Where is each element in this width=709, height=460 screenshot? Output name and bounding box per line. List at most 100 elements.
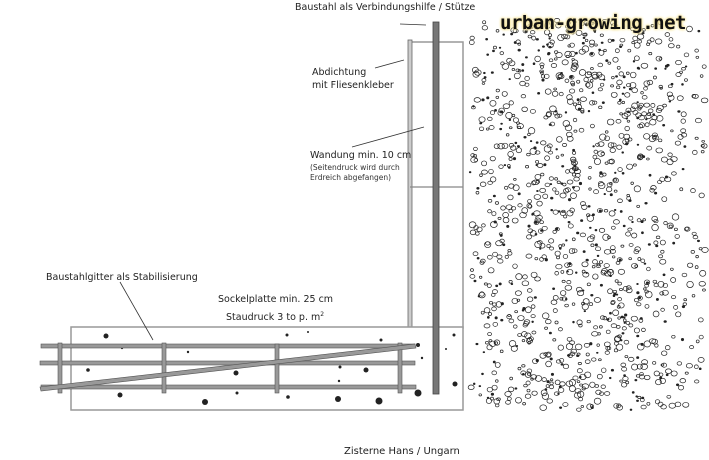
gravel-stone — [607, 288, 613, 295]
gravel-stone — [521, 69, 525, 72]
gravel-stone — [627, 110, 630, 113]
gravel-stone — [526, 368, 533, 374]
gravel-stone — [519, 211, 527, 219]
gravel-stone — [699, 74, 704, 78]
gravel-stone — [684, 78, 688, 82]
gravel-stone — [649, 119, 657, 126]
gravel-stone — [550, 63, 557, 68]
gravel-stone — [497, 216, 502, 220]
gravel-stone — [482, 20, 487, 25]
gravel-stone — [571, 302, 576, 306]
gravel-stone — [666, 63, 670, 67]
gravel-stone — [553, 18, 561, 23]
gravel-stone — [616, 305, 621, 309]
gravel-stone — [693, 364, 699, 369]
gravel-stone — [578, 69, 587, 76]
aggregate-dot — [117, 392, 123, 398]
gravel-stone — [561, 33, 568, 39]
gravel-stone — [607, 269, 615, 276]
gravel-stone — [650, 103, 656, 108]
gravel-stone — [572, 320, 575, 324]
gravel-stone — [475, 191, 480, 195]
gravel-stone — [584, 359, 591, 364]
gravel-stone — [501, 63, 510, 70]
aggregate-dot — [307, 331, 309, 333]
gravel-stone — [637, 343, 645, 351]
gravel-stone — [515, 147, 522, 154]
gravel-stone — [582, 298, 590, 305]
gravel-stone — [501, 142, 509, 149]
gravel-stone — [591, 265, 596, 269]
gravel-stone — [509, 376, 513, 381]
gravel-stone — [542, 193, 549, 199]
gravel-stone — [600, 315, 606, 320]
gravel-stone — [555, 52, 563, 58]
logo[interactable]: urban-growing.net — [500, 12, 686, 34]
gravel-stone — [636, 334, 640, 338]
gravel-stone — [624, 313, 628, 317]
gravel-stone — [589, 381, 596, 388]
gravel-stone — [539, 247, 542, 250]
gravel-stone — [700, 150, 705, 154]
gravel-stone — [656, 115, 664, 122]
gravel-stone — [542, 312, 550, 320]
gravel-stone — [603, 193, 606, 196]
gravel-stone — [597, 141, 605, 147]
gravel-stone — [691, 231, 697, 236]
gravel-stone — [609, 193, 613, 197]
gravel-stone — [566, 268, 574, 276]
gravel-stone — [529, 140, 533, 143]
gravel-stone — [523, 383, 528, 388]
gravel-stone — [622, 75, 626, 79]
gravel-stone — [558, 244, 563, 248]
gravel-stone — [579, 373, 587, 380]
gravel-stone — [545, 351, 552, 358]
gravel-stone — [513, 72, 521, 80]
gravel-stone — [596, 343, 600, 347]
gravel-stone — [569, 50, 576, 58]
gravel-stone — [479, 173, 483, 177]
gravel-stone — [657, 180, 663, 184]
gravel-stone — [507, 396, 512, 401]
gravel-stone — [677, 134, 684, 140]
gravel-stone — [535, 38, 539, 41]
gravel-stone — [646, 79, 654, 86]
gravel-stone — [655, 107, 662, 114]
gravel-stone — [541, 20, 544, 23]
gravel-stone — [481, 25, 488, 31]
gravel-stone — [522, 402, 526, 406]
gravel-stone — [534, 241, 542, 248]
gravel-stone — [557, 113, 563, 118]
gravel-stone — [646, 145, 653, 151]
gravel-stone — [609, 182, 613, 186]
gravel-stone — [583, 77, 589, 83]
gravel-stone — [506, 224, 510, 228]
aggregate-dot — [286, 395, 290, 399]
gravel-stone — [571, 31, 575, 35]
gravel-stone — [470, 268, 474, 272]
gravel-stone — [593, 149, 598, 154]
gravel-stone — [554, 320, 559, 325]
gravel-stone — [576, 231, 580, 235]
gravel-stone — [631, 220, 634, 224]
gravel-stone — [483, 71, 486, 75]
gravel-stone — [633, 297, 640, 303]
gravel-stone — [675, 59, 682, 66]
gravel-stone — [589, 100, 595, 106]
gravel-stone — [606, 118, 615, 126]
gravel-stone — [649, 37, 655, 43]
gravel-stone — [580, 405, 585, 408]
gravel-stone — [548, 176, 554, 181]
gravel-stone — [529, 30, 536, 35]
gravel-stone — [508, 386, 515, 392]
gravel-stone — [594, 228, 598, 232]
label-rod: Baustahl als Verbindungshilfe / Stütze — [295, 2, 476, 13]
gravel-stone — [644, 304, 650, 309]
gravel-stone — [612, 309, 620, 316]
gravel-stone — [583, 343, 590, 348]
gravel-stone — [527, 34, 532, 39]
gravel-stone — [636, 101, 639, 104]
gravel-stone — [534, 25, 539, 30]
gravel-stone — [500, 318, 504, 322]
gravel-stone — [489, 340, 497, 347]
